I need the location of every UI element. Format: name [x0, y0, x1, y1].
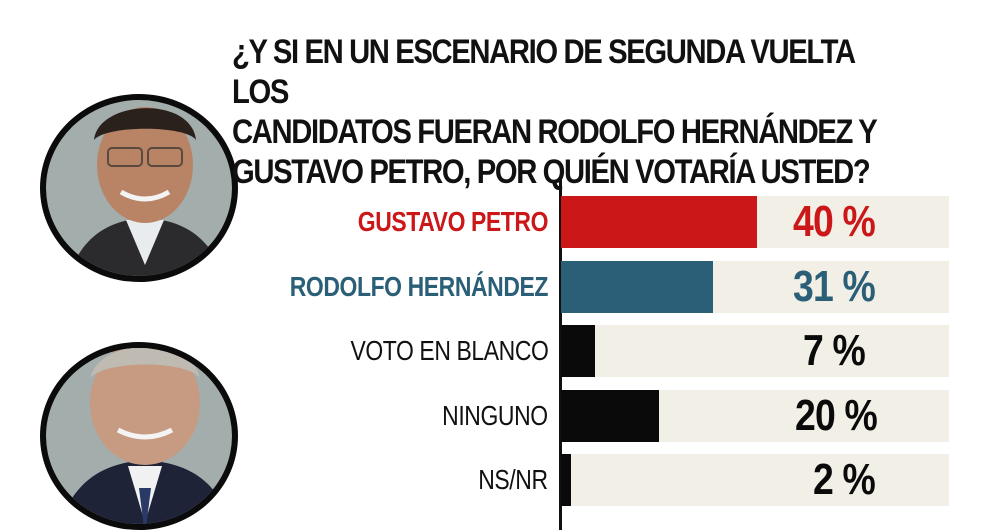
portrait-gustavo-petro	[40, 94, 238, 282]
row-label-hernandez: RODOLFO HERNÁNDEZ	[289, 271, 549, 302]
bar-track-petro: 40 %	[561, 196, 949, 248]
row-label-petro: GUSTAVO PETRO	[357, 206, 549, 237]
bar-ns-nr	[561, 454, 571, 506]
title-line-2: CANDIDATOS FUERAN RODOLFO HERNÁNDEZ Y	[232, 113, 878, 151]
person-icon	[69, 107, 223, 276]
bar-petro	[561, 196, 757, 248]
bar-track-ns-nr: 2 %	[561, 454, 949, 506]
chart-axis-line	[559, 177, 562, 530]
title-line-1: ¿Y SI EN UN ESCENARIO DE SEGUNDA VUELTA …	[232, 33, 855, 111]
bar-ninguno	[561, 390, 659, 442]
row-label-ninguno: NINGUNO	[442, 400, 548, 431]
portrait-rodolfo-hernandez	[40, 342, 238, 530]
value-label-ninguno: 20 %	[795, 391, 878, 440]
bar-track-voto-en-blanco: 7 %	[561, 325, 949, 377]
row-label-ns-nr: NS/NR	[478, 464, 549, 495]
title-line-3: GUSTAVO PETRO, POR QUIÉN VOTARÍA USTED?	[232, 153, 871, 191]
value-label-ns-nr: 2 %	[813, 455, 876, 504]
person-icon	[59, 348, 231, 524]
chart-title: ¿Y SI EN UN ESCENARIO DE SEGUNDA VUELTA …	[232, 32, 911, 192]
bar-hernandez	[561, 261, 713, 313]
bar-track-hernandez: 31 %	[561, 261, 949, 313]
value-label-petro: 40 %	[793, 197, 876, 246]
bar-voto-en-blanco	[561, 325, 595, 377]
bar-track-ninguno: 20 %	[561, 390, 949, 442]
row-label-voto-en-blanco: VOTO EN BLANCO	[350, 335, 548, 366]
value-label-hernandez: 31 %	[793, 262, 876, 311]
value-label-voto-en-blanco: 7 %	[803, 326, 866, 375]
